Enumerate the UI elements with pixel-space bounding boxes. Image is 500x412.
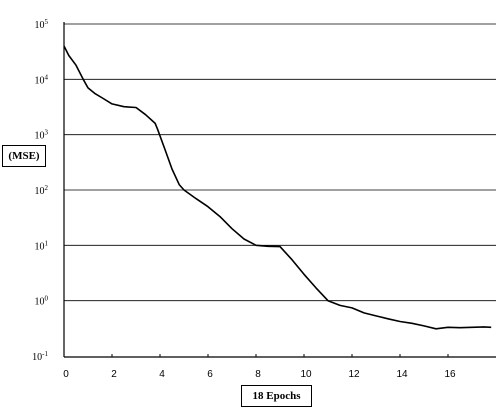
axes [63, 22, 496, 358]
x-tick-label: 8 [255, 369, 261, 380]
x-tick-label: 6 [207, 369, 213, 380]
y-tick-label: 10-1 [32, 350, 48, 363]
y-tick-label: 101 [35, 239, 49, 252]
x-tick-label: 0 [63, 369, 69, 380]
x-tick-label: 4 [159, 369, 165, 380]
y-axis-label: (MSE) [2, 145, 46, 167]
x-tick-label: 10 [300, 369, 312, 380]
x-axis-label: 18 Epochs [241, 385, 312, 407]
y-tick-label: 104 [35, 73, 49, 86]
gridlines [64, 23, 496, 302]
series [63, 45, 492, 330]
y-tick-label: 100 [35, 295, 49, 308]
x-tick-label: 12 [348, 369, 360, 380]
y-tick-label: 102 [35, 184, 49, 197]
x-tick-label: 14 [396, 369, 408, 380]
y-tick-label: 105 [35, 18, 49, 31]
y-tick-labels: 105 104 103 102 101 100 10-1 [32, 18, 48, 363]
y-tick-label: 103 [35, 129, 49, 142]
series-line-0 [63, 45, 492, 330]
x-tick-labels: 0 2 4 6 8 10 12 14 16 [63, 369, 456, 380]
x-tick-label: 16 [444, 369, 456, 380]
x-tick-label: 2 [111, 369, 117, 380]
